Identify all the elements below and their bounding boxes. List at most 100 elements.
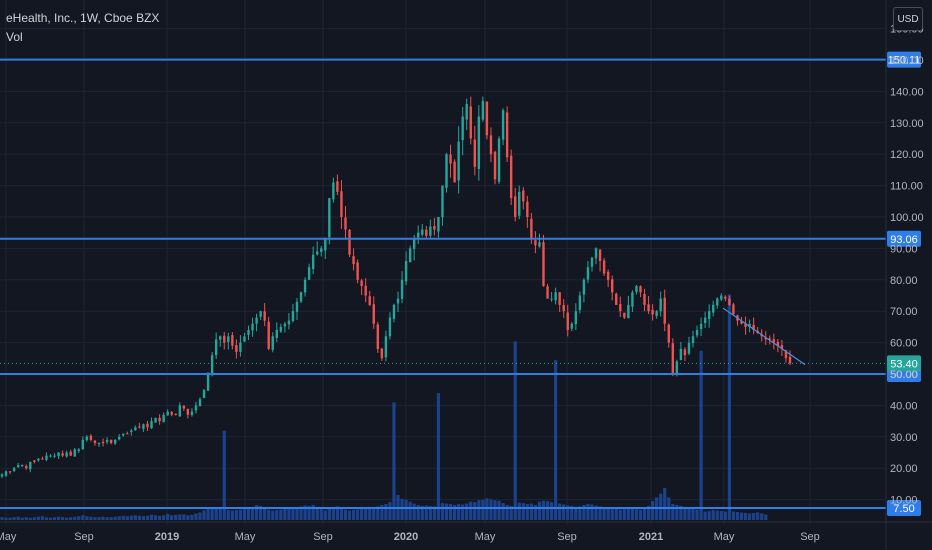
volume-bar xyxy=(360,508,364,520)
candle-body xyxy=(324,238,327,251)
candle-body xyxy=(425,229,428,236)
y-tick-label: 60.00 xyxy=(890,338,918,350)
volume-bar xyxy=(113,516,117,520)
candle-body xyxy=(380,348,384,359)
candle-body xyxy=(408,248,412,263)
volume-bar xyxy=(626,508,630,520)
candle-body xyxy=(716,298,719,306)
candle-body xyxy=(699,323,703,330)
volume-bar xyxy=(218,507,222,520)
candle-body xyxy=(505,112,509,158)
candle-body xyxy=(522,190,525,202)
volume-bar xyxy=(206,507,210,520)
currency-button[interactable]: USD xyxy=(893,7,923,31)
volume-bar xyxy=(315,507,319,520)
candle-body xyxy=(348,229,351,255)
candle-body xyxy=(267,321,270,349)
volume-bar xyxy=(101,516,105,520)
candle-body xyxy=(356,262,359,280)
candle-body xyxy=(594,248,598,259)
candle-body xyxy=(651,309,654,315)
volume-bar xyxy=(541,500,546,520)
price-axis[interactable]: 160.00150.00140.00130.00120.00110.00100.… xyxy=(885,0,924,550)
candle-body xyxy=(307,267,311,280)
candle-body xyxy=(57,452,60,457)
candle-body xyxy=(146,423,149,428)
trendline[interactable] xyxy=(722,307,806,366)
candle-body xyxy=(412,238,416,250)
volume-bar xyxy=(295,507,299,520)
volume-bar xyxy=(618,509,622,520)
y-tick-label: 130.00 xyxy=(890,118,924,130)
volume-bar xyxy=(513,341,517,520)
volume-bar xyxy=(505,504,509,520)
candle-body xyxy=(291,311,295,321)
candle-body xyxy=(198,399,202,407)
candle-body xyxy=(562,305,565,312)
volume-bar xyxy=(715,510,719,520)
horizontal-levels[interactable]: 150.11 93.06 50.00 7.50 53.40 xyxy=(0,51,921,516)
volume-bar xyxy=(267,509,271,520)
candle-body xyxy=(166,411,169,416)
candle-body xyxy=(263,311,266,321)
volume-bar xyxy=(356,509,360,520)
candle-body xyxy=(239,342,242,352)
candle-body xyxy=(235,345,238,353)
candle-body xyxy=(602,260,606,274)
candle-body xyxy=(295,301,299,312)
volume-bar xyxy=(420,505,424,520)
volume-bar xyxy=(465,503,469,520)
candle-body xyxy=(336,181,339,192)
candle-body xyxy=(679,348,683,361)
volume-bar xyxy=(117,516,121,520)
candle-body xyxy=(61,453,64,456)
volume-bar xyxy=(186,515,190,520)
volume-bar xyxy=(226,510,230,520)
volume-bar xyxy=(424,505,428,520)
time-axis[interactable]: May Sep 2019 May Sep 2020 May Sep 2021 May Sep xyxy=(0,521,932,543)
candle-body xyxy=(372,304,375,324)
volume-bar xyxy=(719,511,723,520)
horizontal-level-label: 50.00 xyxy=(890,369,918,381)
descending-trendline xyxy=(722,307,806,366)
candle-body xyxy=(170,412,173,415)
volume-bar xyxy=(477,500,481,520)
volume-bar xyxy=(659,493,663,520)
candle-body xyxy=(780,345,784,349)
candle-body xyxy=(744,323,747,327)
volume-bar xyxy=(747,513,752,520)
candle-body xyxy=(214,339,218,356)
candle-body xyxy=(728,298,731,305)
candle-body xyxy=(518,191,521,216)
volume-bar xyxy=(93,517,97,520)
candle-body xyxy=(497,138,501,182)
symbol-title: eHealth, Inc., 1W, Cboe BZX xyxy=(6,11,160,25)
candle-body xyxy=(554,292,557,301)
candle-body xyxy=(449,154,452,164)
volume-bar xyxy=(323,510,327,520)
volume-bar xyxy=(634,509,639,520)
volume-bar xyxy=(222,430,226,520)
volume-bar xyxy=(97,517,101,520)
volume-bar xyxy=(73,516,77,520)
x-tick-label: May xyxy=(714,531,735,543)
candle-body xyxy=(81,439,85,449)
candle-body xyxy=(421,229,424,235)
volume-bar xyxy=(752,512,756,520)
candle-body xyxy=(675,361,679,375)
volume-bar xyxy=(254,504,259,520)
volume-bar xyxy=(687,507,691,520)
volume-bar xyxy=(343,509,348,520)
candle-body xyxy=(45,455,48,460)
volume-bar xyxy=(416,504,420,520)
candle-body xyxy=(65,452,68,457)
volume-bar xyxy=(279,509,283,520)
x-tick-label: Sep xyxy=(800,531,820,543)
candle-body xyxy=(113,439,117,444)
volume-bar xyxy=(586,504,590,520)
volume-bar xyxy=(760,513,764,520)
candle-body xyxy=(501,110,505,140)
volume-bar xyxy=(485,498,489,520)
candle-body xyxy=(360,280,363,287)
